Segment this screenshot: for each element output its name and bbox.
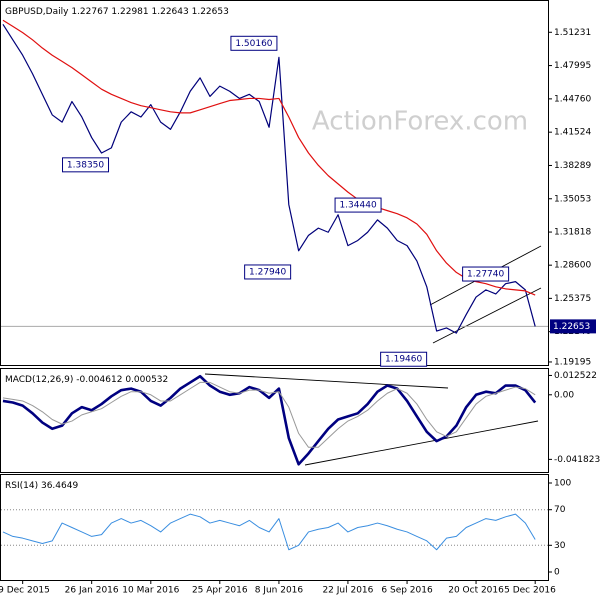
annotation-label: 1.38350 bbox=[67, 160, 104, 170]
last-price-label: 1.22653 bbox=[553, 322, 590, 332]
y-tick-label: 1.41524 bbox=[554, 128, 591, 138]
y-tick-label: 70 bbox=[554, 505, 566, 515]
annotation-label: 1.50160 bbox=[235, 39, 272, 49]
price-panel bbox=[0, 0, 549, 366]
header-value: 0.000532 bbox=[125, 375, 168, 385]
y-tick-label: 1.19195 bbox=[554, 357, 591, 367]
header-value: -0.004612 bbox=[76, 375, 122, 385]
y-tick-label: 0 bbox=[554, 567, 560, 577]
x-tick-label: 26 Jan 2016 bbox=[65, 586, 119, 596]
annotation-label: 1.19460 bbox=[385, 355, 422, 365]
y-tick-label: 0.00 bbox=[554, 390, 574, 400]
macd-trend-lower bbox=[304, 420, 539, 466]
panel-header: RSI(14) 36.4649 bbox=[5, 481, 78, 491]
x-tick-label: 25 Apr 2016 bbox=[192, 586, 248, 596]
annotation-box bbox=[334, 197, 382, 213]
header-value: 1.22767 bbox=[71, 7, 108, 17]
y-tick-label: 1.28600 bbox=[554, 261, 591, 271]
channel-lower bbox=[432, 287, 542, 344]
rsi-panel bbox=[0, 474, 549, 581]
annotation-label: 1.34440 bbox=[339, 201, 376, 211]
watermark: ActionForex.com bbox=[312, 107, 528, 137]
x-tick-label: 20 Oct 2016 bbox=[448, 586, 504, 596]
y-tick-label: 1.38289 bbox=[554, 161, 591, 171]
x-tick-label: 8 Jun 2016 bbox=[255, 586, 304, 596]
macd-panel bbox=[0, 368, 549, 473]
panel-header: MACD(12,26,9) -0.004612 0.000532 bbox=[5, 375, 168, 385]
x-tick-label: 10 Mar 2016 bbox=[122, 586, 179, 596]
header-value: 1.22643 bbox=[152, 7, 189, 17]
y-tick-label: 1.44760 bbox=[554, 94, 591, 104]
series-line bbox=[2, 24, 536, 334]
annotation-box bbox=[230, 35, 278, 51]
series-line bbox=[2, 513, 536, 551]
annotation-box bbox=[380, 351, 428, 367]
y-tick-label: 100 bbox=[554, 479, 571, 489]
header-value: 36.4649 bbox=[41, 481, 78, 491]
x-tick-label: 22 Jul 2016 bbox=[322, 586, 373, 596]
y-tick-label: -0.041823 bbox=[554, 455, 600, 465]
header-value: 1.22653 bbox=[192, 7, 229, 17]
annotation-label: 1.27740 bbox=[467, 270, 504, 280]
annotation-box bbox=[62, 157, 110, 173]
header-value: 1.22981 bbox=[111, 7, 148, 17]
macd-trend-upper bbox=[204, 373, 449, 389]
series-line bbox=[2, 19, 536, 296]
annotation-box bbox=[462, 266, 510, 282]
panel-title: MACD(12,26,9) bbox=[5, 375, 73, 385]
panel-header: GBPUSD,Daily 1.22767 1.22981 1.22643 1.2… bbox=[5, 7, 229, 17]
y-tick-label: 1.47995 bbox=[554, 61, 591, 71]
annotation-label: 1.27940 bbox=[249, 267, 286, 277]
x-tick-label: 9 Dec 2015 bbox=[0, 586, 50, 596]
annotation-box bbox=[244, 264, 292, 280]
y-tick-label: 30 bbox=[554, 541, 566, 551]
y-tick-label: 0.012522 bbox=[554, 371, 597, 381]
series-line bbox=[2, 381, 536, 448]
x-tick-label: 5 Dec 2016 bbox=[504, 586, 556, 596]
last-price-box bbox=[550, 319, 596, 334]
y-tick-label: 1.31818 bbox=[554, 228, 591, 238]
panel-title: GBPUSD,Daily bbox=[5, 7, 69, 17]
x-tick-label: 6 Sep 2016 bbox=[381, 586, 433, 596]
y-tick-label: 1.51231 bbox=[554, 28, 591, 38]
y-tick-label: 1.35053 bbox=[554, 194, 591, 204]
y-tick-label: 1.25375 bbox=[554, 294, 591, 304]
panel-title: RSI(14) bbox=[5, 481, 38, 491]
